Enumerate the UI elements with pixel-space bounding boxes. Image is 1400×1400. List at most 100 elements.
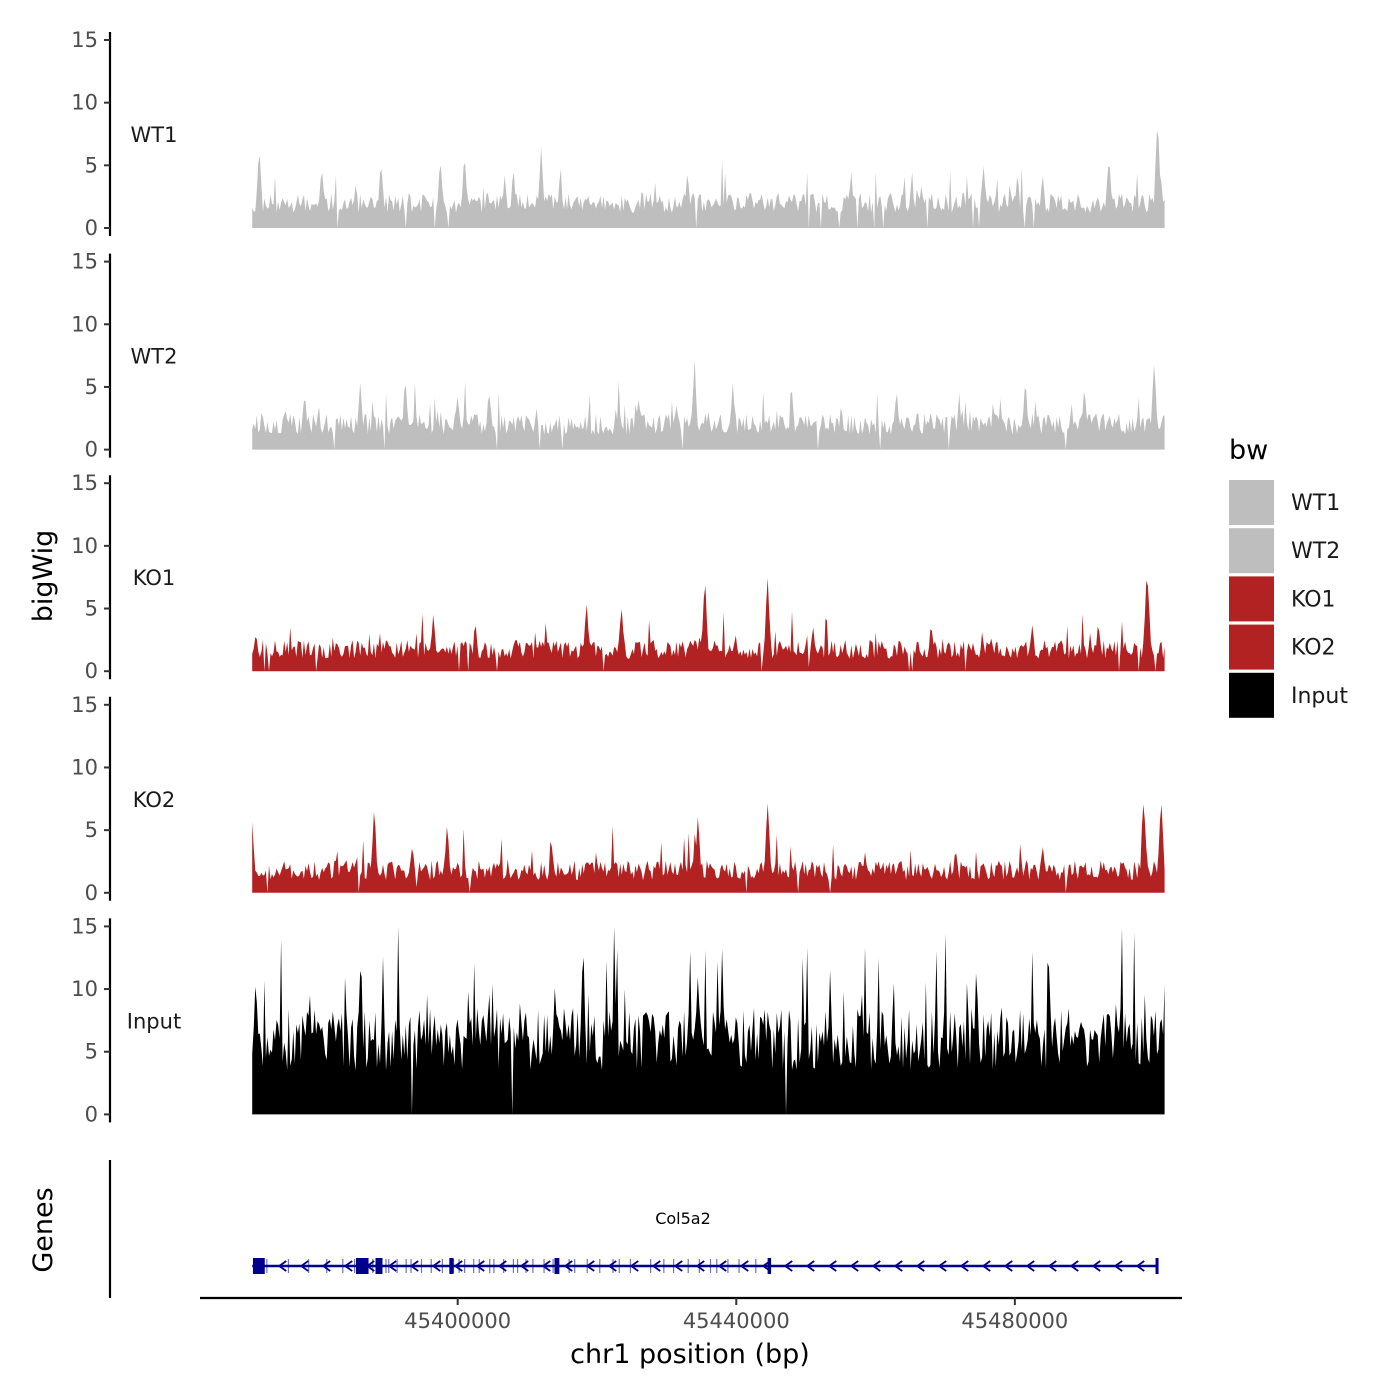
x-tick-label: 45480000	[961, 1309, 1068, 1333]
gene-exon	[385, 1259, 387, 1273]
y-axis-title: bigWig	[28, 530, 59, 623]
gene-exon	[618, 1259, 620, 1273]
gene-exon	[574, 1259, 576, 1273]
strand-arrow	[431, 1260, 441, 1272]
legend: bw WT1 WT2 KO1 KO2 Input	[1229, 435, 1348, 718]
y-tick-label: 15	[71, 471, 98, 495]
gene-exon	[356, 1258, 369, 1274]
strand-arrow	[981, 1260, 991, 1272]
gene-exon	[568, 1259, 570, 1273]
gene-exon	[458, 1259, 460, 1273]
y-tick-label: 10	[71, 977, 98, 1001]
strand-arrow	[827, 1260, 837, 1272]
y-tick-label: 5	[85, 153, 98, 177]
gene-exon	[554, 1258, 560, 1274]
gene-exon	[478, 1259, 480, 1273]
gene-exon	[473, 1259, 475, 1273]
strand-arrow	[321, 1260, 331, 1272]
gene-exon	[372, 1259, 374, 1273]
track-wt2: 0 5 10 15 WT2	[71, 250, 1165, 462]
strand-arrow	[365, 1260, 375, 1272]
gene-track-panel: Col5a2	[108, 1160, 1159, 1298]
gene-exon	[441, 1259, 443, 1273]
gene-exon	[464, 1259, 466, 1273]
strand-arrow	[893, 1260, 903, 1272]
strand-arrow	[519, 1260, 529, 1272]
gene-exon	[430, 1259, 432, 1273]
gene-name-label: Col5a2	[655, 1209, 711, 1228]
strand-arrow	[541, 1260, 551, 1272]
strand-arrow	[387, 1260, 397, 1272]
track-ko1: 0 5 10 15 KO1	[71, 471, 1165, 683]
strand-arrow	[1047, 1260, 1057, 1272]
strand-arrow	[783, 1260, 793, 1272]
strand-arrow	[299, 1260, 309, 1272]
strand-arrow	[717, 1260, 727, 1272]
strand-arrow	[585, 1260, 595, 1272]
x-tick-label: 45440000	[683, 1309, 790, 1333]
y-tick-label: 0	[85, 1102, 98, 1126]
strand-arrow	[849, 1260, 859, 1272]
strand-arrow	[497, 1260, 507, 1272]
y-tick-label: 0	[85, 659, 98, 683]
strand-arrow	[915, 1260, 925, 1272]
strand-arrow	[959, 1260, 969, 1272]
gene-exon	[687, 1259, 689, 1273]
coverage-area-wt1	[252, 130, 1165, 228]
strand-arrow	[651, 1260, 661, 1272]
strand-arrow	[695, 1260, 705, 1272]
strand-arrow	[1091, 1260, 1101, 1272]
gene-exon	[650, 1259, 652, 1273]
gene-exon	[727, 1259, 729, 1273]
strand-arrow	[277, 1260, 287, 1272]
gene-exon	[489, 1259, 491, 1273]
x-axis-title: chr1 position (bp)	[570, 1339, 810, 1370]
gene-exon	[599, 1259, 601, 1273]
strand-arrow	[1069, 1260, 1079, 1272]
strand-arrow	[1003, 1260, 1013, 1272]
strand-arrow	[1135, 1260, 1145, 1272]
gene-exon	[672, 1259, 675, 1273]
y-tick-label: 5	[85, 597, 98, 621]
y-tick-label: 10	[71, 91, 98, 115]
gene-exon	[516, 1259, 519, 1273]
legend-label-wt2: WT2	[1291, 539, 1340, 564]
legend-title: bw	[1229, 435, 1268, 466]
strand-arrow	[673, 1260, 683, 1272]
coverage-area-wt2	[252, 359, 1165, 450]
y-tick-label: 10	[71, 755, 98, 779]
y-tick-label: 15	[71, 28, 98, 52]
track-label: WT1	[131, 123, 178, 147]
strand-arrow	[453, 1260, 463, 1272]
y-tick-label: 5	[85, 1040, 98, 1064]
gene-track-title: Genes	[28, 1187, 59, 1272]
legend-swatch-input	[1229, 672, 1274, 718]
strand-arrow	[343, 1260, 353, 1272]
x-tick-label: 45400000	[404, 1309, 511, 1333]
legend-label-wt1: WT1	[1291, 491, 1340, 516]
gene-exon	[716, 1259, 718, 1273]
gene-exon	[308, 1259, 310, 1273]
coverage-area-ko1	[252, 577, 1165, 672]
gene-exon	[342, 1259, 344, 1273]
track-input: 0 5 10 15 Input	[71, 914, 1165, 1126]
y-tick-label: 15	[71, 914, 98, 938]
strand-arrow	[1025, 1260, 1035, 1272]
gene-exon	[503, 1259, 505, 1273]
track-wt1: 0 5 10 15 WT1	[71, 28, 1165, 240]
gene-exon	[287, 1259, 290, 1273]
track-label: WT2	[131, 345, 178, 369]
gene-exon	[709, 1259, 712, 1273]
legend-swatch-ko1	[1229, 576, 1274, 622]
strand-arrow	[937, 1260, 947, 1272]
legend-label-ko2: KO2	[1291, 636, 1336, 661]
strand-arrow	[761, 1260, 771, 1272]
x-axis: 45400000 45440000 45480000	[200, 1296, 1182, 1333]
legend-label-input: Input	[1291, 684, 1348, 709]
strand-arrow	[871, 1260, 881, 1272]
gene-exon	[326, 1259, 328, 1273]
legend-swatch-wt1	[1229, 480, 1274, 525]
track-ko2: 0 5 10 15 KO2	[71, 693, 1165, 905]
gene-exon	[1155, 1258, 1159, 1274]
